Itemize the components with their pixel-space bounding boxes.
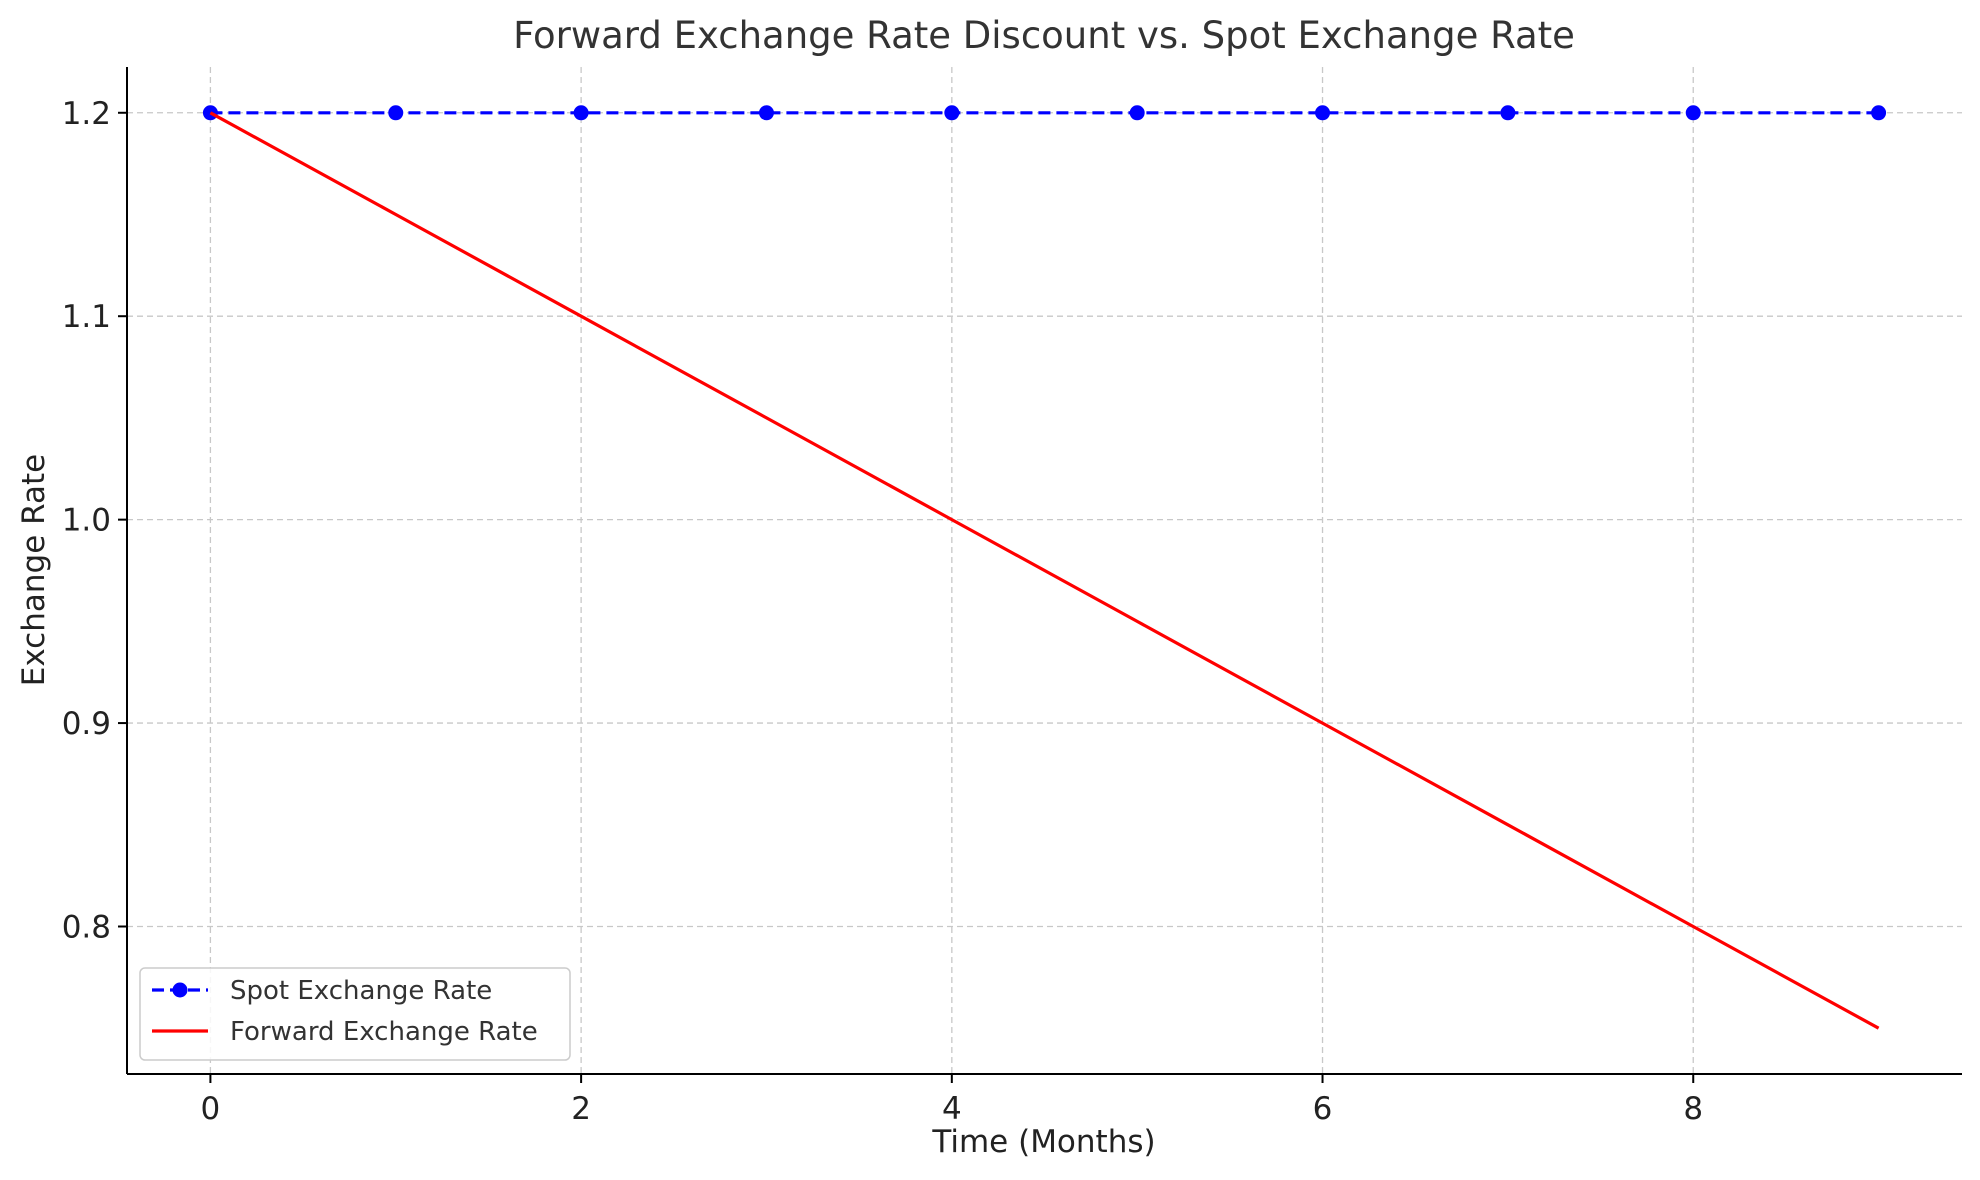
data-point-spot-exchange-rate xyxy=(1315,105,1331,121)
data-point-spot-exchange-rate xyxy=(758,105,774,121)
y-tick-label: 1.2 xyxy=(62,96,111,132)
data-point-spot-exchange-rate xyxy=(1500,105,1516,121)
y-tick-label: 1.0 xyxy=(62,503,111,539)
series-layer xyxy=(202,105,1887,1030)
x-tick-label: 0 xyxy=(201,1091,221,1127)
legend-label-forward: Forward Exchange Rate xyxy=(230,1017,538,1047)
legend-marker-spot xyxy=(172,982,188,998)
data-point-spot-exchange-rate xyxy=(202,105,218,121)
chart-title: Forward Exchange Rate Discount vs. Spot … xyxy=(513,14,1575,57)
legend: Spot Exchange Rate Forward Exchange Rate xyxy=(139,967,571,1061)
x-tick-label: 4 xyxy=(942,1091,962,1127)
data-point-spot-exchange-rate xyxy=(1129,105,1145,121)
legend-label-spot: Spot Exchange Rate xyxy=(230,976,492,1006)
x-tick-label: 8 xyxy=(1683,1091,1703,1127)
legend-box xyxy=(139,967,571,1061)
data-point-spot-exchange-rate xyxy=(944,105,960,121)
x-ticks: 0 2 4 6 8 xyxy=(201,1074,1703,1127)
y-tick-label: 0.9 xyxy=(62,706,111,742)
y-ticks: 0.8 0.9 1.0 1.1 1.2 xyxy=(62,96,127,946)
x-tick-label: 6 xyxy=(1313,1091,1333,1127)
data-point-spot-exchange-rate xyxy=(573,105,589,121)
series-line-forward-exchange-rate xyxy=(209,111,1880,1030)
y-axis-label: Exchange Rate xyxy=(16,454,52,686)
data-point-spot-exchange-rate xyxy=(1685,105,1701,121)
y-tick-label: 0.8 xyxy=(62,910,111,946)
x-tick-label: 2 xyxy=(571,1091,591,1127)
data-point-spot-exchange-rate xyxy=(388,105,404,121)
x-axis-label: Time (Months) xyxy=(931,1124,1155,1160)
data-point-spot-exchange-rate xyxy=(1871,105,1887,121)
y-tick-label: 1.1 xyxy=(62,299,111,335)
